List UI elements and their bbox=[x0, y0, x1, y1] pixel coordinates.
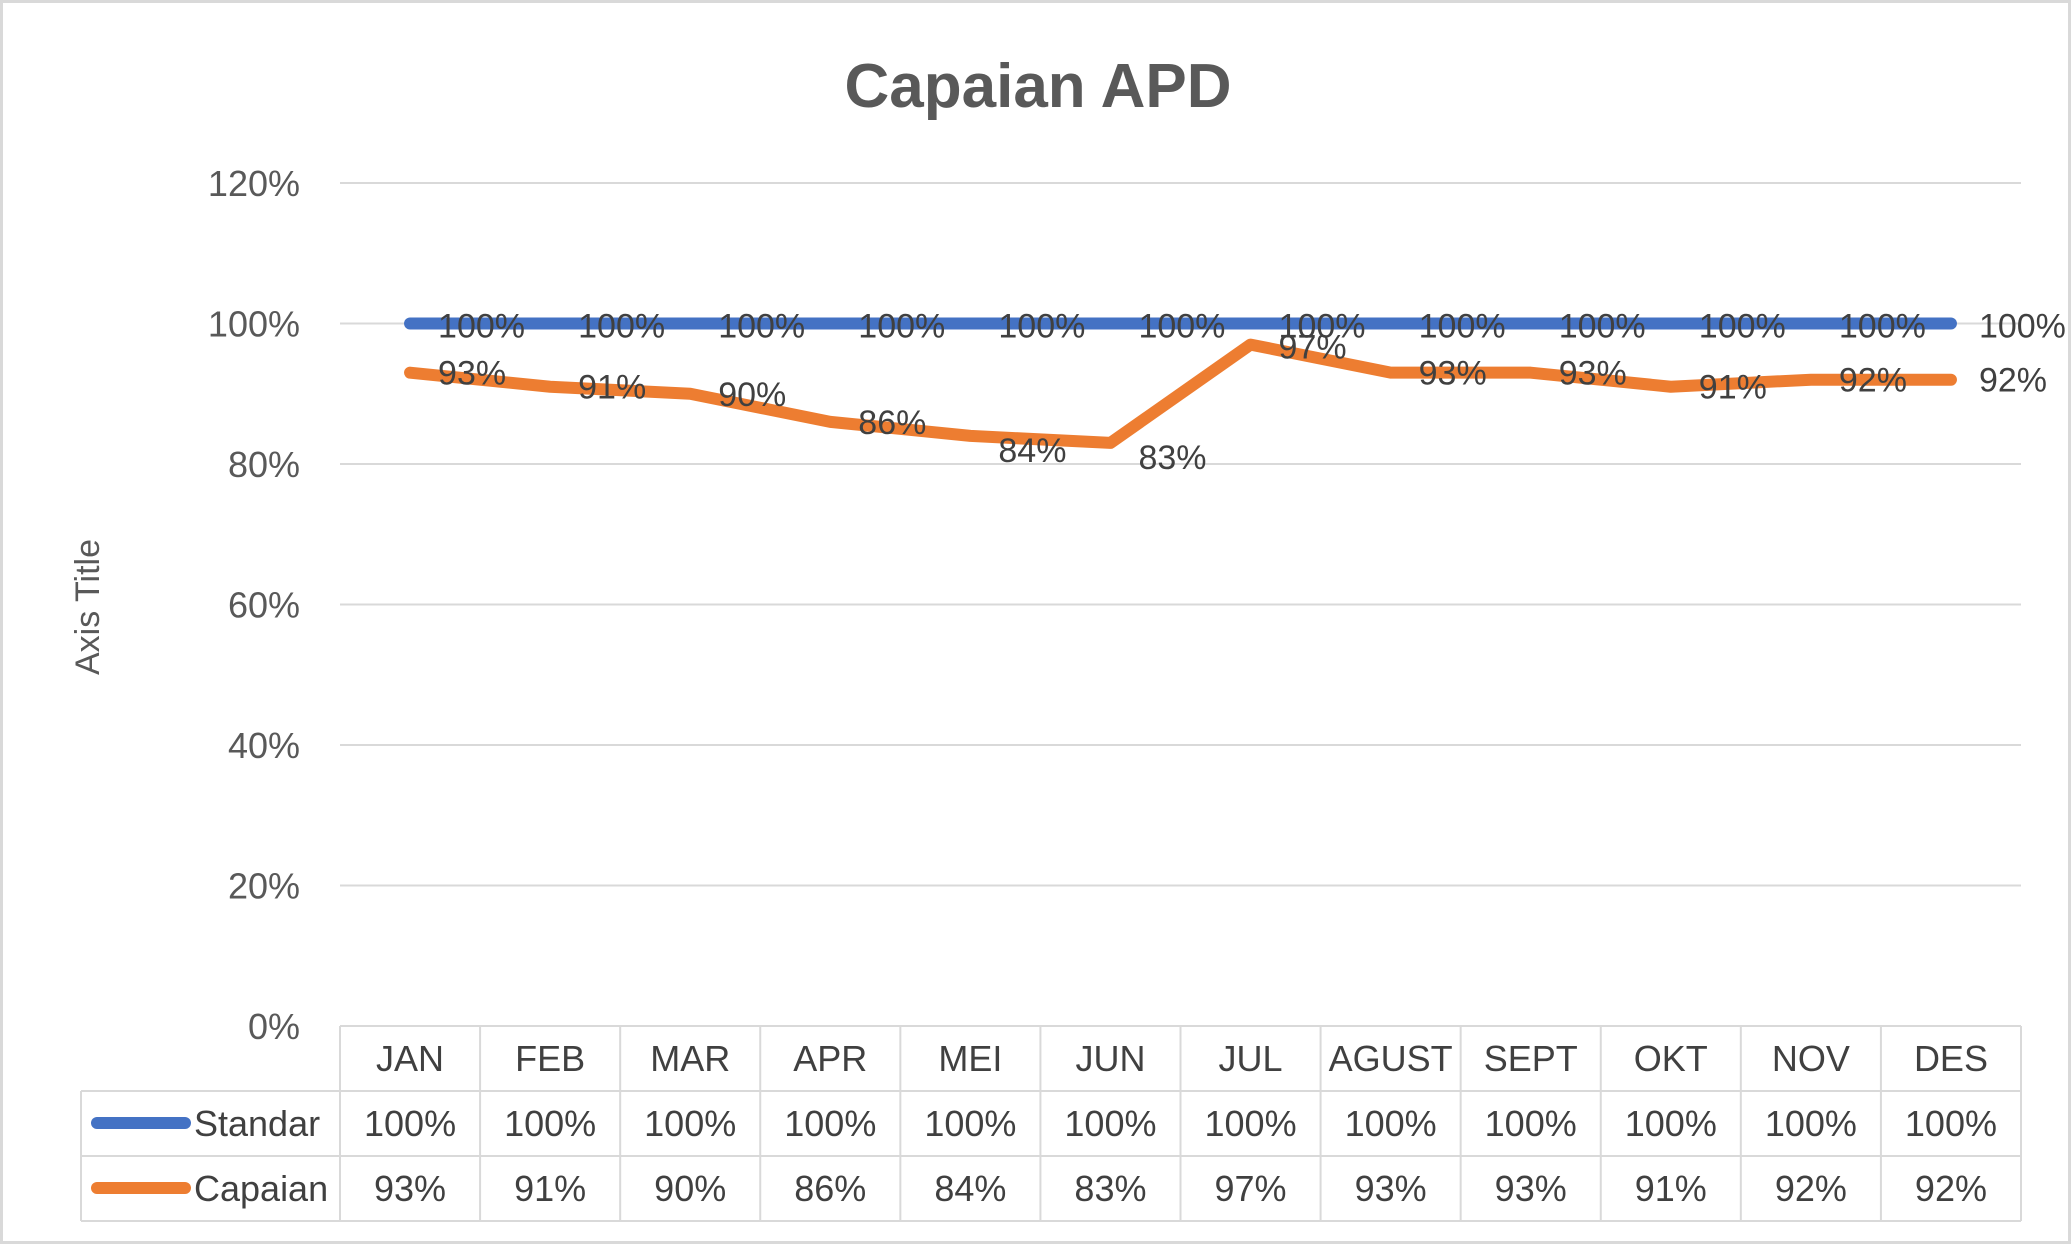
data-label: 100% bbox=[1839, 308, 1926, 346]
data-table: JAN FEB MAR APR MEI JUN JUL AGUST SEPT OKT NOV DES S… bbox=[80, 1025, 2022, 1222]
data-label: 100% bbox=[998, 308, 1085, 346]
data-label: 93% bbox=[438, 355, 506, 393]
x-tick-label: AGUST bbox=[1329, 1038, 1453, 1079]
x-tick-label: NOV bbox=[1772, 1038, 1850, 1079]
data-label: 84% bbox=[998, 432, 1066, 470]
table-cell: 93% bbox=[1495, 1168, 1567, 1209]
x-tick-label: JUL bbox=[1219, 1038, 1283, 1079]
table-cell: 91% bbox=[1635, 1168, 1707, 1209]
table-cell: 100% bbox=[1625, 1103, 1717, 1144]
data-label: 83% bbox=[1138, 439, 1206, 477]
y-tick-label: 60% bbox=[228, 585, 300, 626]
table-cell: 100% bbox=[1765, 1103, 1857, 1144]
y-axis-ticks: 0% 20% 40% 60% 80% 100% 120% bbox=[208, 163, 300, 1047]
x-tick-label: JUN bbox=[1075, 1038, 1145, 1079]
table-cell: 100% bbox=[1345, 1103, 1437, 1144]
x-tick-label: OKT bbox=[1634, 1038, 1708, 1079]
chart-title: Capaian APD bbox=[844, 52, 1231, 121]
data-label: 100% bbox=[1699, 308, 1786, 346]
data-label: 100% bbox=[578, 308, 665, 346]
table-cell: 92% bbox=[1915, 1168, 1987, 1209]
y-axis-title: Axis Title bbox=[69, 539, 107, 675]
gridlines bbox=[340, 182, 2021, 887]
data-label: 100% bbox=[1279, 308, 1366, 346]
table-cell: 93% bbox=[1355, 1168, 1427, 1209]
table-cell: 100% bbox=[1905, 1103, 1997, 1144]
table-cell: 100% bbox=[1064, 1103, 1156, 1144]
table-cell: 91% bbox=[514, 1168, 586, 1209]
table-cell: 92% bbox=[1775, 1168, 1847, 1209]
x-tick-label: MEI bbox=[938, 1038, 1002, 1079]
table-cell: 86% bbox=[794, 1168, 866, 1209]
series-line-capaian bbox=[404, 338, 1957, 449]
legend-label: Standar bbox=[194, 1103, 320, 1144]
table-cell: 100% bbox=[364, 1103, 456, 1144]
data-label: 100% bbox=[1138, 308, 1225, 346]
data-label: 100% bbox=[858, 308, 945, 346]
table-cell: 100% bbox=[644, 1103, 736, 1144]
data-label: 86% bbox=[858, 404, 926, 442]
data-label: 100% bbox=[1979, 308, 2066, 346]
table-cell: 83% bbox=[1074, 1168, 1146, 1209]
y-tick-label: 100% bbox=[208, 304, 300, 345]
legend-label: Capaian bbox=[194, 1168, 328, 1209]
data-label: 90% bbox=[718, 376, 786, 414]
y-tick-label: 80% bbox=[228, 444, 300, 485]
series-lines bbox=[404, 317, 1957, 449]
y-tick-label: 120% bbox=[208, 163, 300, 204]
x-tick-label: SEPT bbox=[1484, 1038, 1578, 1079]
data-label: 97% bbox=[1279, 329, 1347, 367]
table-cell: 100% bbox=[1205, 1103, 1297, 1144]
table-cell: 84% bbox=[934, 1168, 1006, 1209]
x-tick-label: MAR bbox=[650, 1038, 730, 1079]
table-cell: 100% bbox=[924, 1103, 1016, 1144]
table-cell: 100% bbox=[1485, 1103, 1577, 1144]
table-cell: 93% bbox=[374, 1168, 446, 1209]
y-tick-label: 20% bbox=[228, 866, 300, 907]
y-tick-label: 40% bbox=[228, 725, 300, 766]
table-cell: 100% bbox=[784, 1103, 876, 1144]
x-tick-label: JAN bbox=[376, 1038, 444, 1079]
table-cell: 90% bbox=[654, 1168, 726, 1209]
data-label: 100% bbox=[1559, 308, 1646, 346]
y-tick-label: 0% bbox=[248, 1006, 300, 1047]
x-tick-label: APR bbox=[793, 1038, 867, 1079]
data-label: 100% bbox=[1419, 308, 1506, 346]
line-chart: Capaian APD Axis Title 0% 20% 40% 60% 80% 100… bbox=[69, 52, 2066, 1222]
data-label: 92% bbox=[1839, 362, 1907, 400]
x-tick-label: FEB bbox=[515, 1038, 585, 1079]
data-label: 91% bbox=[578, 369, 646, 407]
data-label: 92% bbox=[1979, 362, 2047, 400]
data-label: 93% bbox=[1559, 355, 1627, 393]
data-label: 100% bbox=[718, 308, 805, 346]
x-tick-label: DES bbox=[1914, 1038, 1988, 1079]
data-label: 100% bbox=[438, 308, 525, 346]
table-cell: 100% bbox=[504, 1103, 596, 1144]
data-label: 91% bbox=[1699, 369, 1767, 407]
data-label: 93% bbox=[1419, 355, 1487, 393]
table-cell: 97% bbox=[1215, 1168, 1287, 1209]
data-labels: 100% 100% 100% 100% 100% 100% 100% 100% 100% 100%… bbox=[438, 308, 2066, 477]
